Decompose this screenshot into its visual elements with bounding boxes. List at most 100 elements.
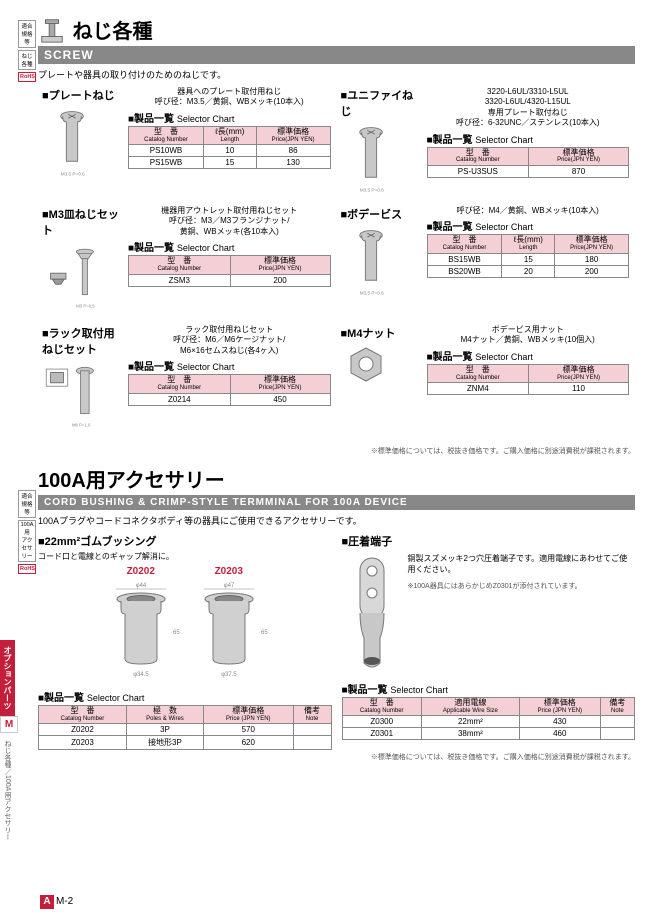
screw-icon [38, 16, 66, 44]
table-row: Z030138mm²460 [342, 728, 635, 740]
bushing-item: Z0202 φ4465φ34.5 [101, 566, 181, 681]
crimp-terminal-diagram [342, 553, 402, 673]
product-table: 型 番Catalog Number標準価格Price(JPN YEN)PS-U3… [427, 147, 630, 178]
table-header: 型 番Catalog Number [427, 364, 529, 382]
svg-text:φ37.5: φ37.5 [221, 672, 237, 678]
section1-intro: プレートや器具の取り付けのためのねじです。 [38, 68, 635, 81]
section1-footnote: ※標準価格については、税抜き価格です。ご購入価格に別途消費税が課税されます。 [38, 446, 635, 456]
product-table: 型 番Catalog Number標準価格Price(JPN YEN)ZNM41… [427, 364, 630, 395]
table-row: ZSM3200 [129, 274, 331, 286]
bushing-column: 22mm²ゴムブッシング コード口と電線とのギャップ解消に。 Z0202φ446… [38, 533, 332, 750]
table-row: PS-U3SUS870 [427, 165, 629, 177]
compliance-badge: 適合規格等 [18, 20, 36, 48]
bushing-diagram: φ4465φ34.5 [101, 579, 181, 679]
crimp-table: 型 番Catalog Number適用電線Applicable Wire Siz… [342, 697, 636, 740]
product-block: プレートねじM3.5 P=0.6器具へのプレート取付用ねじ 呼び径：M3.5／黄… [38, 87, 337, 198]
product-title: M3皿ねじセット [42, 206, 124, 238]
product-table: 型 番Catalog Number標準価格Price(JPN YEN)Z0214… [128, 374, 331, 405]
section2-title: 100A用アクセサリー [38, 464, 225, 493]
side-tab: オプションパーツ M [0, 640, 18, 733]
page-number: AM-2 [40, 895, 73, 909]
product-title: ボデービス [341, 206, 423, 222]
table-row: Z0203接地形3P620 [39, 736, 332, 750]
selector-label: 製品一覧 Selector Chart [128, 110, 331, 125]
section2-footnote: ※標準価格については、税抜き価格です。ご購入価格に別途消費税が課税されます。 [38, 752, 635, 762]
bushing-desc: コード口と電線とのギャップ解消に。 [38, 551, 332, 562]
selector-label: 製品一覧 Selector Chart [128, 239, 331, 254]
selector-label: 製品一覧 Selector Chart [427, 348, 630, 363]
svg-text:65: 65 [261, 630, 268, 636]
table-row: PS10WB1086 [129, 145, 331, 157]
crimp-selector-label: 製品一覧 Selector Chart [342, 681, 636, 696]
rohs-badge: RoHS [18, 72, 36, 82]
crimp-note: ※100A器具にはあらかじめZ0301が添付されています。 [408, 581, 636, 591]
svg-text:M3.5 P=0.6: M3.5 P=0.6 [359, 290, 383, 295]
svg-text:φ34.5: φ34.5 [133, 672, 149, 678]
table-header: 標準価格Price(JPN YEN) [529, 364, 629, 382]
table-row: BS20WB20200 [427, 265, 629, 277]
bushing-title: 22mm²ゴムブッシング [38, 533, 332, 549]
badge-column-1: 適合規格等 ねじ各種 RoHS [18, 20, 36, 84]
product-subtitle: ボデービス用ナット M4ナット／黄銅、WBメッキ(10個入) [427, 325, 630, 346]
crimp-text: 銅製スズメッキ2つ穴圧着端子です。適用電線にあわせてご使用ください。 [408, 553, 636, 575]
product-block: ボデービス M3.5 P=0.6 呼び径：M4／黄銅、WBメッキ(10本入) 製品一覧… [337, 206, 636, 317]
product-diagram: ボデービス M3.5 P=0.6 [337, 206, 427, 317]
table-header: 標準価格Price(JPN YEN) [230, 256, 330, 274]
svg-text:φ44: φ44 [135, 583, 146, 589]
rohs-badge-2: RoHS [18, 564, 36, 574]
bushing-label: Z0202 [101, 566, 181, 577]
svg-text:M3 P=0.5: M3 P=0.5 [76, 304, 95, 309]
table-row: BS15WB15180 [427, 253, 629, 265]
side-tab-m: M [0, 716, 18, 733]
compliance-badge-2: 適合規格等 [18, 490, 36, 518]
table-header: 標準価格Price (JPN YEN) [204, 706, 294, 724]
product-diagram: M3皿ねじセット M3 P=0.5 [38, 206, 128, 317]
section1-bar: SCREW [38, 46, 635, 64]
bushing-label: Z0203 [189, 566, 269, 577]
bushing-diagram: φ47 65 φ37.5 [189, 579, 269, 679]
table-header: 型 番Catalog Number [342, 698, 421, 716]
table-header: 型 番Catalog Number [129, 256, 231, 274]
product-table: 型 番Catalog Number標準価格Price(JPN YEN)ZSM32… [128, 255, 331, 286]
table-row: Z030022mm²430 [342, 716, 635, 728]
product-title: プレートねじ [42, 87, 124, 103]
product-diagram: M4ナット [337, 325, 427, 436]
product-subtitle: 呼び径：M4／黄銅、WBメッキ(10本入) [427, 206, 630, 216]
product-subtitle: 機器用アウトレット取付用ねじセット 呼び径：M3／M3フランジナット/ 黄銅、W… [128, 206, 331, 237]
table-header: ℓ長(mm)Length [203, 126, 256, 144]
bushing-item: Z0203 φ47 65 φ37.5 [189, 566, 269, 681]
page-icon: A [40, 895, 54, 909]
selector-label: 製品一覧 Selector Chart [427, 218, 630, 233]
product-title: ラック取付用ねじセット [42, 325, 124, 357]
bushing-table: 型 番Catalog Number極 数Poles & Wires標準価格Pri… [38, 705, 332, 750]
side-text: ねじ各種／100A用アクセサリー [2, 740, 12, 840]
table-row: PS15WB15130 [129, 157, 331, 169]
selector-label: 製品一覧 Selector Chart [128, 358, 331, 373]
crimp-column: 圧着端子 銅製スズメッキ2つ穴圧着端子です。適用電線にあわせてご使用ください。 … [342, 533, 636, 750]
category-badge: ねじ各種 [18, 50, 36, 70]
table-header: 型 番Catalog Number [39, 706, 127, 724]
table-header: 備考Note [600, 698, 634, 716]
table-header: 備考Note [293, 706, 331, 724]
product-title: M4ナット [341, 325, 423, 341]
section-screws: ねじ各種 SCREW プレートや器具の取り付けのためのねじです。 プレートねじM… [38, 15, 635, 456]
product-subtitle: 器具へのプレート取付用ねじ 呼び径：M3.5／黄銅、WBメッキ(10本入) [128, 87, 331, 108]
table-header: 型 番Catalog Number [129, 375, 231, 393]
product-diagram: プレートねじM3.5 P=0.6 [38, 87, 128, 198]
table-header: 型 番Catalog Number [129, 126, 204, 144]
product-title: ユニファイねじ [341, 87, 423, 119]
table-header: 型 番Catalog Number [427, 147, 529, 165]
table-row: ZNM4110 [427, 383, 629, 395]
product-subtitle: ラック取付用ねじセット 呼び径：M6／M6ケージナット/ M6×16セムスねじ(… [128, 325, 331, 356]
svg-text:φ47: φ47 [223, 583, 234, 589]
svg-text:M3.5 P=0.6: M3.5 P=0.6 [359, 187, 383, 192]
svg-text:M6 P=1.0: M6 P=1.0 [72, 423, 91, 428]
product-block: ラック取付用ねじセット M6 P=1.0 ラック取付用ねじセット 呼び径：M6／M6… [38, 325, 337, 436]
side-tab-label: オプションパーツ [0, 640, 15, 716]
bushing-selector-label: 製品一覧 Selector Chart [38, 689, 332, 704]
section2-bar: CORD BUSHING & CRIMP-STYLE TERMMINAL FOR… [38, 495, 635, 510]
category-badge-2: 100A用 アクセサリー [18, 520, 36, 562]
table-header: 標準価格Price(JPN YEN) [555, 235, 629, 253]
table-header: ℓ長(mm)Length [502, 235, 555, 253]
table-header: 標準価格Price(JPN YEN) [256, 126, 330, 144]
